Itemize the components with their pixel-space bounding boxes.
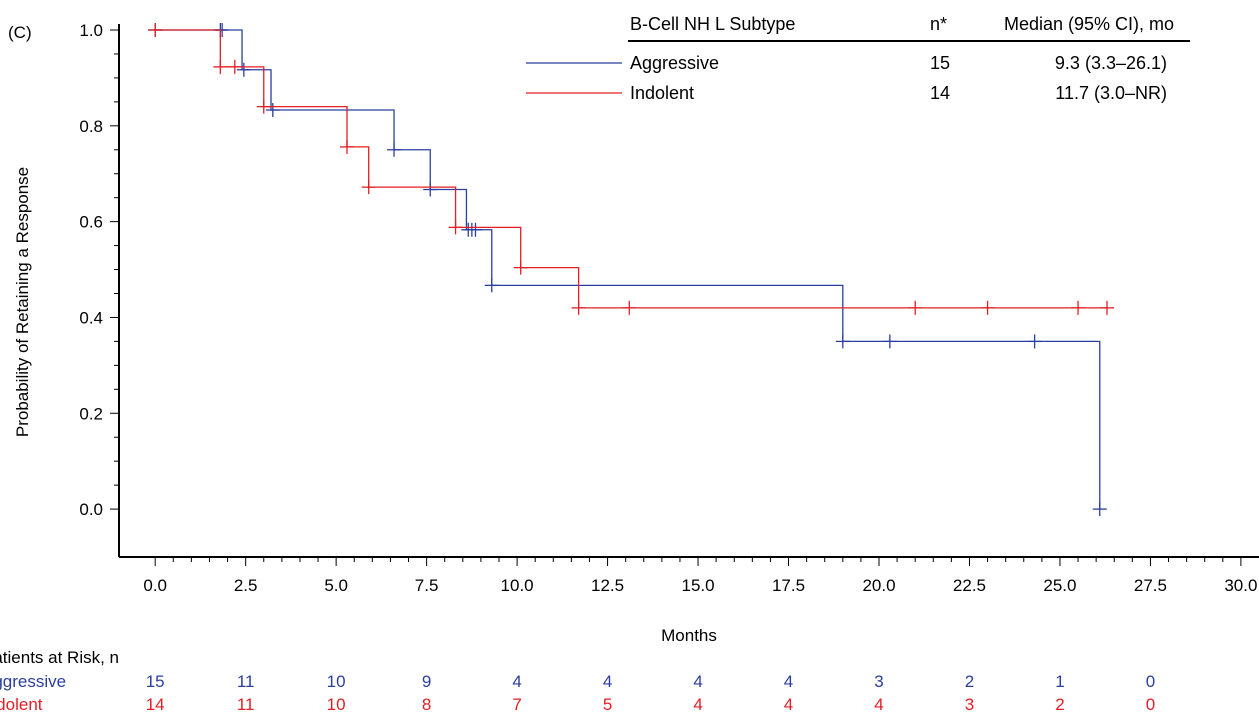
legend-median-indolent: 11.7 (3.0–NR) xyxy=(1055,83,1167,103)
risk-value-aggressive: 3 xyxy=(874,672,883,691)
legend-n-indolent: 14 xyxy=(930,83,950,103)
series-line-aggressive xyxy=(155,29,1101,510)
legend: B-Cell NH L Subtype n* Median (95% CI), … xyxy=(526,14,1190,103)
risk-value-indolent: 7 xyxy=(512,695,521,714)
x-axis-label: Months xyxy=(661,626,717,645)
risk-value-indolent: 2 xyxy=(1055,695,1064,714)
risk-value-aggressive: 15 xyxy=(146,672,165,691)
legend-header-median: Median (95% CI), mo xyxy=(1004,14,1174,34)
legend-n-aggressive: 15 xyxy=(930,53,950,73)
y-axis-label: Probability of Retaining a Response xyxy=(13,167,32,437)
risk-value-indolent: 5 xyxy=(603,695,612,714)
y-tick-label: 0.0 xyxy=(79,500,103,519)
risk-value-aggressive: 2 xyxy=(965,672,974,691)
risk-value-aggressive: 4 xyxy=(512,672,521,691)
x-tick-label: 22.5 xyxy=(953,576,986,595)
x-tick-label: 30.0 xyxy=(1224,576,1257,595)
y-tick-label: 0.8 xyxy=(79,117,103,136)
x-tick-label: 7.5 xyxy=(415,576,439,595)
series-line-indolent xyxy=(155,29,1107,309)
risk-value-indolent: 14 xyxy=(146,695,165,714)
x-tick-label: 25.0 xyxy=(1043,576,1076,595)
x-tick-label: 20.0 xyxy=(862,576,895,595)
risk-value-indolent: 4 xyxy=(874,695,883,714)
series-layer xyxy=(148,23,1114,517)
risk-value-aggressive: 1 xyxy=(1055,672,1064,691)
panel-label: (C) xyxy=(8,23,32,42)
x-tick-label: 12.5 xyxy=(591,576,624,595)
x-tick-label: 5.0 xyxy=(324,576,348,595)
y-tick-label: 1.0 xyxy=(79,21,103,40)
risk-table-title: Patients at Risk, n xyxy=(0,648,119,667)
risk-row-label-indolent: Indolent xyxy=(0,695,43,714)
y-tick-labels: 0.0 0.2 0.4 0.6 0.8 1.0 xyxy=(79,21,103,519)
risk-value-aggressive: 9 xyxy=(422,672,431,691)
y-tick-label: 0.6 xyxy=(79,213,103,232)
risk-value-aggressive: 10 xyxy=(327,672,346,691)
x-tick-label: 15.0 xyxy=(682,576,715,595)
x-tick-label: 27.5 xyxy=(1134,576,1167,595)
legend-median-aggressive: 9.3 (3.3–26.1) xyxy=(1055,53,1167,73)
risk-value-indolent: 10 xyxy=(327,695,346,714)
risk-value-aggressive: 0 xyxy=(1146,672,1155,691)
x-tick-label: 17.5 xyxy=(772,576,805,595)
risk-value-indolent: 4 xyxy=(784,695,793,714)
risk-row-label-aggressive: Aggressive xyxy=(0,672,66,691)
risk-value-aggressive: 4 xyxy=(784,672,793,691)
risk-value-indolent: 11 xyxy=(237,695,255,714)
x-tick-labels: 0.0 2.5 5.0 7.5 10.0 12.5 15.0 17.5 20.0 22.5 25.0… xyxy=(143,576,1257,595)
risk-value-aggressive: 4 xyxy=(603,672,612,691)
risk-value-indolent: 8 xyxy=(422,695,431,714)
risk-value-indolent: 4 xyxy=(693,695,702,714)
legend-header-n: n* xyxy=(930,14,947,34)
legend-label-aggressive: Aggressive xyxy=(630,53,719,73)
x-tick-label: 10.0 xyxy=(501,576,534,595)
risk-value-aggressive: 11 xyxy=(237,672,255,691)
x-tick-label: 2.5 xyxy=(234,576,258,595)
legend-label-indolent: Indolent xyxy=(630,83,694,103)
axes xyxy=(110,24,1259,566)
x-tick-label: 0.0 xyxy=(143,576,167,595)
risk-value-aggressive: 4 xyxy=(693,672,702,691)
risk-table: Patients at Risk, n Aggressive Indolent … xyxy=(0,648,1155,714)
y-tick-label: 0.2 xyxy=(79,404,103,423)
legend-header-subtype: B-Cell NH L Subtype xyxy=(630,14,795,34)
risk-values: 15 11 10 9 4 4 4 4 3 2 1 014 11 10 8 7 5 4 4 4 3 2 0 xyxy=(146,672,1155,714)
y-tick-label: 0.4 xyxy=(79,308,103,327)
risk-value-indolent: 3 xyxy=(965,695,974,714)
risk-value-indolent: 0 xyxy=(1146,695,1155,714)
